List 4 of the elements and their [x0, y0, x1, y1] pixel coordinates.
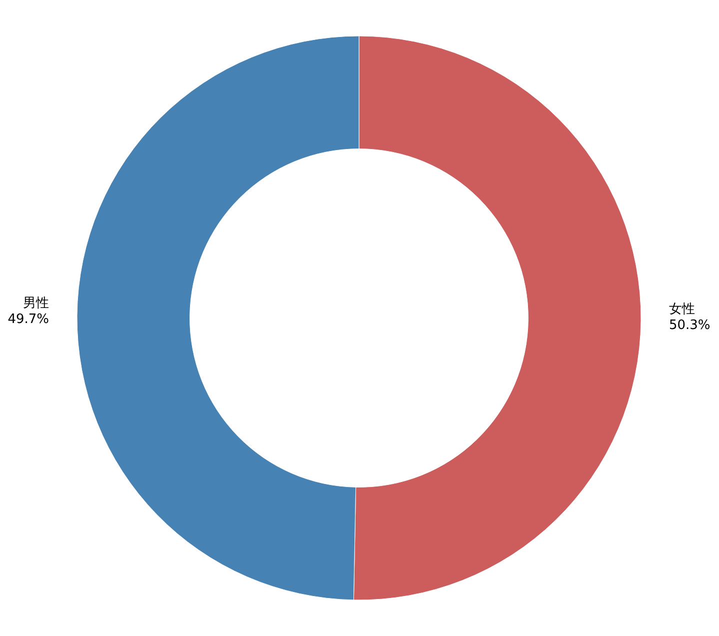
slice-label: 男性: [23, 296, 50, 312]
slice-label: 女性: [668, 302, 695, 317]
data-label: 49.7%: [8, 312, 50, 328]
data-label: 50.3%: [668, 318, 710, 333]
